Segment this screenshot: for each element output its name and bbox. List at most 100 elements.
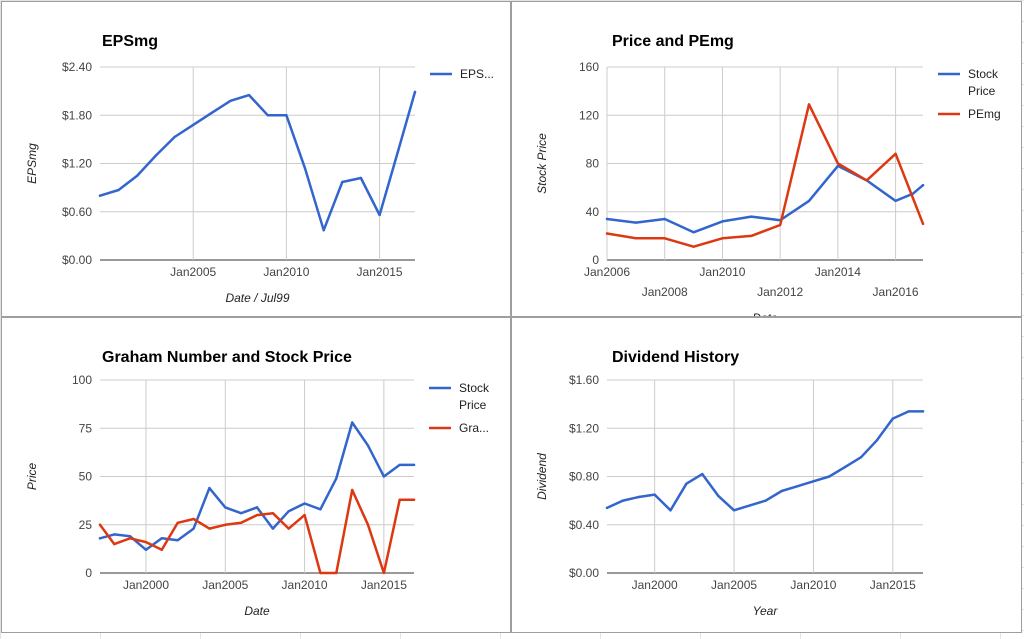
x-axis-title: Date [752, 311, 778, 317]
y-tick-label: $0.80 [569, 470, 599, 484]
data-point [865, 179, 868, 182]
data-point [382, 571, 386, 575]
data-point [828, 475, 831, 478]
data-point [721, 237, 724, 240]
x-tick-label: Jan2000 [632, 578, 678, 592]
graham-number-chart-panel[interactable]: Graham Number and Stock Price 0 25 50 75 100 J… [1, 317, 511, 633]
data-point [748, 504, 752, 507]
chart-title: EPSmg [102, 33, 158, 50]
x-tick-label: Jan2015 [870, 578, 916, 592]
data-point [605, 217, 609, 221]
data-point [397, 149, 400, 152]
series-line [98, 421, 416, 552]
data-point [778, 223, 782, 227]
data-point [634, 221, 638, 224]
data-point [98, 537, 102, 540]
price-pemg-chart-panel[interactable]: Price and PEmg 0 40 80 120 160 Jan2006 Jan2008 J… [511, 1, 1022, 317]
data-point [303, 502, 306, 505]
data-point [322, 229, 325, 232]
legend-label: EPS... [460, 67, 494, 81]
y-tick-label: 0 [85, 566, 92, 580]
y-tick-label: $1.60 [569, 373, 599, 387]
data-point [350, 488, 354, 492]
y-tick-label: 160 [579, 60, 599, 74]
data-point [210, 111, 214, 115]
data-point [160, 537, 164, 540]
data-point [136, 174, 139, 177]
dividend-history-chart-panel[interactable]: Dividend History $0.00 $0.40 $0.80 $1.20 $1.6… [511, 317, 1022, 633]
data-point [398, 463, 401, 467]
data-point [319, 571, 322, 575]
data-point [98, 194, 102, 197]
data-point [192, 517, 195, 521]
y-tick-label: 50 [79, 470, 93, 484]
y-tick-label: $1.20 [62, 157, 92, 171]
y-tick-label: $0.40 [569, 518, 599, 532]
data-point [907, 410, 910, 413]
data-point [128, 535, 132, 538]
data-point [750, 234, 753, 238]
data-point [836, 162, 840, 165]
data-point [875, 439, 879, 442]
data-point [836, 164, 840, 168]
data-point [173, 135, 176, 139]
x-tick-label: Jan2012 [757, 285, 803, 299]
data-point [859, 456, 863, 459]
data-point [350, 421, 354, 424]
data-point [191, 123, 195, 127]
legend-label: Gra... [459, 421, 489, 435]
data-point [605, 506, 609, 510]
x-tick-label: Jan2008 [642, 285, 688, 299]
data-point [366, 523, 370, 526]
y-tick-label: $1.80 [62, 108, 92, 122]
data-point [247, 93, 251, 97]
y-tick-label: 0 [592, 253, 599, 267]
y-tick-label: $0.00 [569, 566, 599, 580]
data-point [812, 480, 815, 483]
data-point [701, 472, 704, 476]
data-point [239, 511, 243, 515]
data-point [921, 184, 925, 187]
data-point [692, 231, 695, 234]
series-line [98, 488, 416, 575]
series-line [605, 164, 925, 234]
data-point [894, 152, 897, 156]
legend-label: PEmg [968, 107, 1001, 121]
data-point [716, 494, 720, 497]
data-point [144, 540, 148, 544]
data-point [750, 215, 753, 218]
y-tick-label: $0.00 [62, 253, 92, 267]
y-tick-label: 100 [72, 373, 92, 387]
data-point [894, 199, 897, 203]
series-line [98, 90, 417, 232]
data-point [154, 154, 158, 157]
x-tick-label: Jan2010 [790, 578, 836, 592]
y-axis-title: Stock Price [535, 133, 549, 194]
data-point [229, 99, 232, 102]
data-point [366, 444, 370, 447]
y-axis-title: EPSmg [25, 143, 39, 184]
chart-title: Price and PEmg [612, 33, 734, 50]
data-point [412, 498, 416, 501]
x-tick-label: Jan2000 [123, 578, 169, 592]
data-point [780, 489, 783, 493]
data-point [285, 114, 288, 117]
data-point [663, 217, 666, 221]
data-point [378, 213, 381, 217]
x-axis-title: Year [753, 604, 779, 618]
series-line [605, 103, 925, 248]
data-point [255, 513, 259, 517]
data-point [764, 499, 767, 502]
data-point [239, 521, 243, 525]
data-point [287, 527, 290, 530]
data-point [721, 220, 724, 223]
eps-chart-panel[interactable]: EPSmg $0.00 $0.60 $1.20 $1.80 $2.40 Jan2005 Jan… [1, 1, 511, 317]
legend-label: Stock Price [968, 67, 999, 98]
data-point [796, 484, 799, 488]
data-point [319, 508, 322, 511]
x-tick-label: Jan2005 [170, 265, 216, 279]
x-tick-label: Jan2005 [202, 578, 248, 592]
legend-label: Stock Price [459, 381, 490, 412]
data-point [117, 188, 120, 192]
data-point [271, 527, 275, 530]
